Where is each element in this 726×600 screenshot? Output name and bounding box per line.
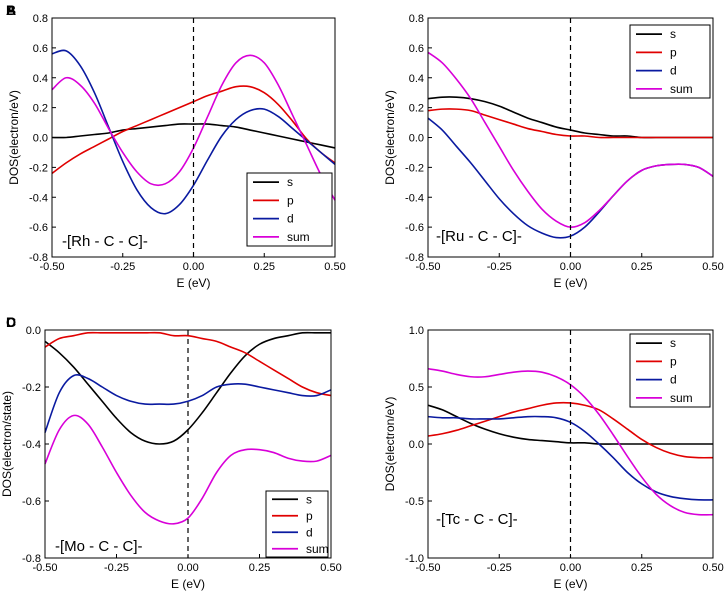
x-tick-label: 0.50 [702, 562, 723, 574]
legend-label-d: d [287, 212, 294, 226]
y-tick-label: -0.8 [405, 252, 424, 264]
x-tick-label: -0.50 [415, 562, 440, 574]
legend-label-s: s [287, 175, 293, 189]
panel-b: B -0.50 -0.25 0.00 0.25 0.50 -0.8 -0.6 -0.4 -0.2 0… [6, 2, 724, 290]
legend-label-d: d [670, 64, 677, 78]
legend-label-s: s [670, 336, 676, 350]
y-tick-label: 0.8 [33, 13, 48, 25]
panel-letter: B [6, 2, 16, 18]
panel-letter: D [6, 314, 16, 330]
y-tick-label: 0.8 [409, 13, 424, 25]
y-tick-label: -0.6 [405, 222, 424, 234]
x-tick-label: -0.25 [487, 562, 512, 574]
y-tick-label: 0.4 [33, 73, 48, 85]
y-tick-label: -0.2 [22, 382, 41, 394]
y-tick-label: -0.2 [405, 162, 424, 174]
y-tick-label: -1.0 [405, 553, 424, 565]
x-tick-label: 0.00 [560, 562, 581, 574]
x-tick-label: -0.25 [110, 261, 135, 273]
y-tick-label: -0.8 [29, 252, 48, 264]
panel-d: D -0.50 -0.25 0.00 0.25 0.50 -1.0 -0.5 0.0 0.5 1.0… [6, 314, 724, 591]
x-tick-label: -0.50 [32, 562, 57, 574]
x-tick-label: 0.00 [177, 562, 198, 574]
y-axis-title: DOS(electron/eV) [383, 397, 397, 492]
legend: spd sum [246, 172, 333, 247]
panel-letter: A [6, 2, 16, 18]
y-tick-label: -0.2 [29, 162, 48, 174]
x-axis-title: E (eV) [171, 577, 205, 591]
x-tick-label: 0.50 [324, 261, 345, 273]
legend-label-sum: sum [306, 542, 329, 556]
y-tick-label: 0.0 [409, 133, 424, 145]
series-line-d [44, 373, 332, 433]
panel-label: -[Mo - C - C]- [55, 538, 143, 555]
y-tick-label: 0.5 [409, 382, 424, 394]
panel-c: C -0.50 -0.25 0.00 0.25 0.50 -0.8 -0.6 -0.4 -0.2 0… [0, 314, 342, 591]
legend-label-d: d [670, 373, 677, 387]
panel-label: -[Tc - C - C]- [436, 511, 518, 528]
legend-label-p: p [670, 45, 677, 59]
y-axis-title: DOS(electron/state) [0, 391, 14, 497]
legend: spd sum [629, 333, 711, 408]
legend: spd sum [265, 490, 329, 558]
legend-label-s: s [306, 492, 312, 506]
panel-label: -[Rh - C - C]- [62, 233, 148, 250]
y-tick-label: 0.6 [409, 43, 424, 55]
panel-letter: C [6, 314, 16, 330]
x-tick-label: 0.25 [249, 562, 270, 574]
series-line-d [51, 49, 336, 215]
x-tick-label: 0.00 [183, 261, 204, 273]
legend-label-s: s [670, 27, 676, 41]
x-tick-label: -0.50 [415, 261, 440, 273]
legend-box [265, 490, 329, 558]
legend-box [246, 172, 333, 247]
x-axis-title: E (eV) [553, 577, 587, 591]
x-axis-title: E (eV) [553, 276, 587, 290]
x-tick-label: -0.50 [39, 261, 64, 273]
legend-label-p: p [287, 193, 294, 207]
y-tick-label: 0.2 [33, 103, 48, 115]
series-line-s [51, 123, 336, 149]
x-tick-label: 0.25 [631, 562, 652, 574]
y-tick-label: -0.4 [22, 439, 41, 451]
y-tick-label: -0.4 [405, 192, 424, 204]
y-axis-title: DOS(electron/eV) [7, 90, 21, 185]
legend-box [629, 333, 711, 408]
legend-label-p: p [306, 509, 313, 523]
y-tick-label: -0.6 [29, 222, 48, 234]
x-axis-title: E (eV) [176, 276, 210, 290]
series-line-p [44, 331, 332, 397]
x-tick-label: 0.50 [320, 562, 341, 574]
y-tick-label: 0.0 [409, 439, 424, 451]
series-line-p [427, 108, 713, 139]
y-tick-label: 0.0 [33, 133, 48, 145]
legend-label-d: d [306, 525, 313, 539]
y-axis-title: DOS(electron/eV) [383, 90, 397, 185]
x-tick-label: 0.00 [560, 261, 581, 273]
x-tick-label: -0.25 [104, 562, 129, 574]
y-tick-label: -0.4 [29, 192, 48, 204]
x-tick-label: 0.25 [631, 261, 652, 273]
legend-label-sum: sum [670, 82, 693, 96]
y-tick-label: -0.5 [405, 496, 424, 508]
legend-label-sum: sum [287, 230, 310, 244]
y-tick-label: 0.4 [409, 73, 424, 85]
legend-label-sum: sum [670, 391, 693, 405]
y-tick-label: 1.0 [409, 325, 424, 337]
y-tick-label: -0.8 [22, 553, 41, 565]
x-tick-label: -0.25 [487, 261, 512, 273]
panel-a: A -0.50 -0.25 0.00 0.25 0.50 -0.8 -0.6 -0.4 -0.2 0… [6, 2, 346, 290]
panel-label: -[Ru - C - C]- [436, 228, 522, 245]
y-tick-label: -0.6 [22, 496, 41, 508]
legend-label-p: p [670, 354, 677, 368]
legend: spd sum [629, 24, 711, 99]
x-tick-label: 0.25 [254, 261, 275, 273]
y-tick-label: 0.2 [409, 103, 424, 115]
x-tick-label: 0.50 [702, 261, 723, 273]
series-line-sum [44, 414, 332, 525]
y-tick-label: 0.0 [26, 325, 41, 337]
y-tick-label: 0.6 [33, 43, 48, 55]
legend-box [629, 24, 711, 99]
